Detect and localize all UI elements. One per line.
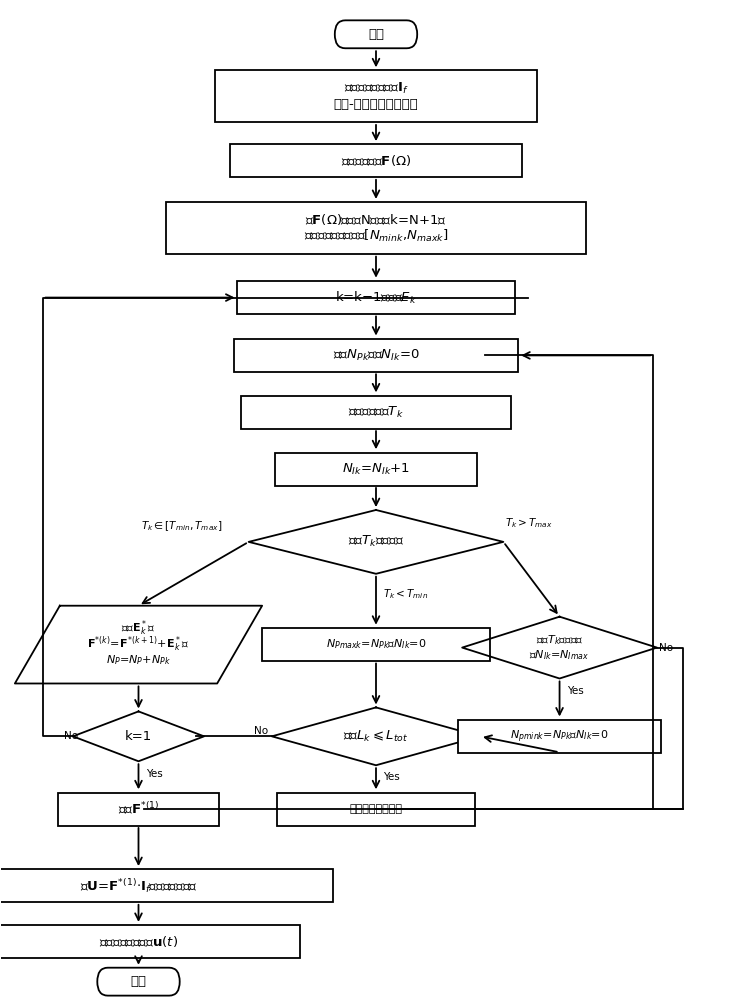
- Bar: [58, 793, 219, 826]
- Bar: [274, 453, 478, 486]
- FancyBboxPatch shape: [335, 20, 417, 48]
- Text: 计算目标函数$T_k$: 计算目标函数$T_k$: [348, 405, 404, 420]
- Text: 判断$T_k$不再变小: 判断$T_k$不再变小: [536, 633, 584, 647]
- Text: 获得时域暂态行波$\mathbf{u}$($t$): 获得时域暂态行波$\mathbf{u}$($t$): [99, 934, 178, 949]
- Text: 对$\mathbf{U}$=$\mathbf{F}^{*(1)}$$\cdot$$\mathbf{I}_f$进行拉式反变换: 对$\mathbf{U}$=$\mathbf{F}^{*(1)}$$\cdot$…: [80, 877, 197, 895]
- Text: 开始: 开始: [368, 28, 384, 41]
- Text: $T_k$$>$$T_{max}$: $T_k$$>$$T_{max}$: [505, 516, 553, 530]
- Bar: [238, 281, 514, 314]
- Text: No: No: [254, 726, 268, 736]
- Text: Yes: Yes: [567, 686, 584, 696]
- Bar: [0, 869, 333, 902]
- Text: 给定各频段阶数范围[$N_{mink}$,$N_{maxk}$]: 给定各频段阶数范围[$N_{mink}$,$N_{maxk}$]: [304, 228, 448, 244]
- Text: Yes: Yes: [384, 772, 400, 782]
- Text: 输出$\mathbf{F}^{*(1)}$: 输出$\mathbf{F}^{*(1)}$: [118, 801, 159, 817]
- FancyBboxPatch shape: [97, 968, 180, 996]
- Text: 结束: 结束: [131, 975, 147, 988]
- Bar: [234, 339, 518, 372]
- Bar: [215, 70, 537, 122]
- Polygon shape: [462, 617, 657, 679]
- Text: $\mathbf{F}^{*(k)}\!=\!\mathbf{F}^{*(k+1)}\!+\!\mathbf{E}^*_k$，: $\mathbf{F}^{*(k)}\!=\!\mathbf{F}^{*(k+1…: [87, 635, 190, 654]
- Polygon shape: [73, 711, 204, 761]
- Polygon shape: [272, 707, 480, 765]
- Text: 调整另一区间限值: 调整另一区间限值: [350, 804, 402, 814]
- Text: 计算$N_{Pk}$，令$N_{Ik}$=0: 计算$N_{Pk}$，令$N_{Ik}$=0: [332, 348, 420, 363]
- Text: $N_{Ik}$=$N_{Ik}$+1: $N_{Ik}$=$N_{Ik}$+1: [342, 462, 410, 477]
- Text: 判断$T_k$所在范围: 判断$T_k$所在范围: [348, 534, 404, 549]
- Polygon shape: [15, 606, 262, 683]
- Text: 及相-频域节点电压方程: 及相-频域节点电压方程: [334, 98, 418, 111]
- Bar: [241, 396, 511, 429]
- Text: $N_{Pmaxk}$=$N_{Pk}$，$N_{Ik}$=0: $N_{Pmaxk}$=$N_{Pk}$，$N_{Ik}$=0: [326, 638, 426, 651]
- Text: 输出$\mathbf{E}^*_k$，: 输出$\mathbf{E}^*_k$，: [122, 619, 156, 638]
- Text: Yes: Yes: [146, 769, 162, 779]
- Text: 将$\mathbf{F}$($\Omega$)划分为N段，令k=N+1，: 将$\mathbf{F}$($\Omega$)划分为N段，令k=N+1，: [305, 212, 447, 227]
- Bar: [277, 793, 475, 826]
- Text: 根据系统拓扑获得$\mathbf{I}_f$: 根据系统拓扑获得$\mathbf{I}_f$: [344, 81, 408, 96]
- Text: $N_P$=$N_P$+$N_{Pk}$: $N_P$=$N_P$+$N_{Pk}$: [106, 654, 171, 667]
- Text: k=1: k=1: [125, 730, 152, 743]
- Polygon shape: [249, 510, 503, 574]
- Bar: [166, 202, 586, 254]
- Bar: [262, 628, 490, 661]
- Text: k=k$-$1，计算$E_k$: k=k$-$1，计算$E_k$: [335, 290, 417, 306]
- Bar: [0, 925, 299, 958]
- Text: $T_k$$<$$T_{min}$: $T_k$$<$$T_{min}$: [384, 587, 429, 601]
- Text: 或$N_{Ik}$=$N_{Imax}$: 或$N_{Ik}$=$N_{Imax}$: [529, 649, 590, 662]
- Bar: [458, 720, 662, 753]
- Text: $N_{pmink}$=$N_{Pk}$，$N_{Ik}$=0: $N_{pmink}$=$N_{Pk}$，$N_{Ik}$=0: [511, 728, 609, 745]
- Text: 计算频率响应$\mathbf{F}$($\Omega$): 计算频率响应$\mathbf{F}$($\Omega$): [341, 153, 411, 168]
- Bar: [230, 144, 522, 177]
- Text: No: No: [64, 731, 78, 741]
- Text: $T_k$$\in$$[T_{min},T_{max}]$: $T_k$$\in$$[T_{min},T_{max}]$: [141, 519, 222, 533]
- Text: No: No: [660, 643, 673, 653]
- Text: 判断$L_k$$\leqslant$$L_{tot}$: 判断$L_k$$\leqslant$$L_{tot}$: [343, 729, 409, 744]
